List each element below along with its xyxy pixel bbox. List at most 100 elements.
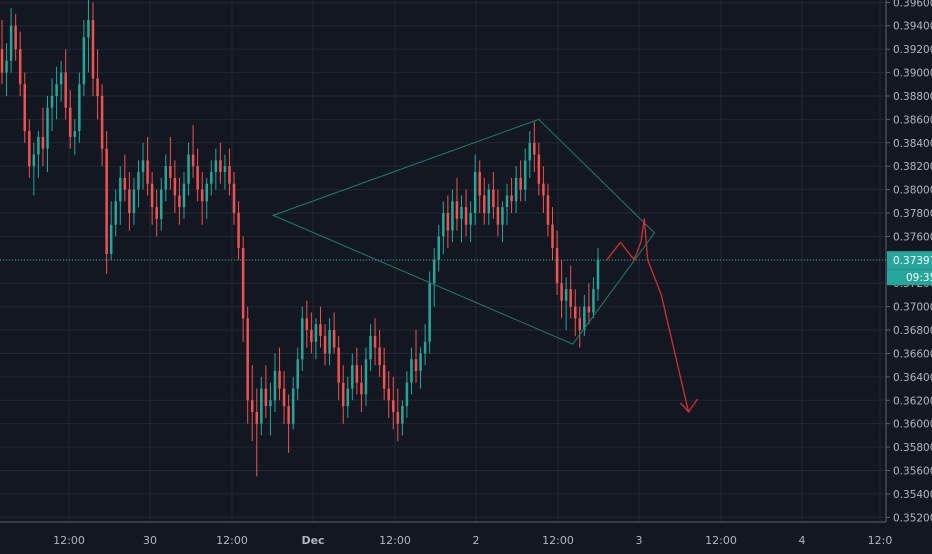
candle-body (505, 195, 509, 208)
candle (82, 19, 86, 96)
candle-body (487, 189, 491, 214)
candle (210, 160, 213, 196)
candle (373, 318, 377, 366)
candle (555, 230, 559, 295)
candle-body (355, 365, 359, 383)
candle-body (55, 84, 58, 96)
candle-body (483, 195, 486, 214)
candle (596, 248, 600, 301)
candle-body (282, 388, 286, 407)
candle (423, 324, 427, 366)
candle-body (323, 335, 327, 354)
candle (405, 371, 409, 418)
candle (100, 84, 104, 167)
candle-body (150, 183, 154, 208)
candle-body (587, 306, 591, 313)
candle (301, 306, 304, 372)
candle-body (291, 388, 295, 424)
candle-body (169, 166, 172, 178)
candle-body (200, 189, 204, 202)
candle (269, 382, 272, 436)
candle-body (501, 207, 504, 225)
x-tick-label: 12:00 (379, 534, 411, 547)
candle-body (255, 411, 259, 424)
candle (37, 131, 40, 178)
candle-body (223, 166, 227, 173)
candle (237, 201, 240, 260)
candle-body (419, 353, 422, 372)
candle (64, 49, 67, 120)
candle (296, 347, 299, 401)
candle-body (564, 289, 568, 301)
x-tick-label: Dec (301, 534, 324, 547)
candle-body (360, 382, 363, 395)
candle-body (191, 154, 195, 167)
candle-body (405, 382, 409, 407)
candle-body (173, 177, 177, 196)
candle-body (137, 172, 140, 190)
candle-body (523, 160, 527, 190)
candle-body (478, 172, 481, 196)
candle (128, 172, 131, 231)
candle-body (82, 37, 86, 85)
candle (182, 172, 186, 219)
candle-body (569, 289, 572, 307)
x-tick-label: 4 (799, 534, 806, 547)
candle (46, 95, 49, 173)
candle-body (337, 347, 340, 383)
candle-body (560, 283, 563, 301)
candle (114, 189, 117, 237)
candle (305, 300, 309, 348)
candle-body (346, 388, 350, 407)
candle (96, 49, 99, 120)
candle-body (496, 207, 500, 225)
candle (310, 312, 313, 354)
candle-body (114, 201, 117, 225)
candle (187, 142, 190, 196)
candle-body (232, 183, 236, 214)
candle (551, 207, 554, 260)
candle-body (278, 371, 281, 389)
candle-body (182, 183, 186, 208)
candle-body (260, 388, 263, 424)
candle-body (178, 195, 181, 208)
candle (428, 271, 431, 354)
candle-body (574, 306, 577, 319)
candle (18, 31, 22, 96)
candle-body (155, 207, 158, 219)
candle-body (578, 318, 582, 331)
candle (109, 201, 113, 260)
candle (319, 306, 322, 348)
candle (28, 119, 31, 178)
candle-body (555, 248, 559, 284)
candle-body (105, 148, 108, 254)
candle-body (296, 359, 299, 389)
candle-body (396, 411, 400, 424)
candle (123, 154, 127, 202)
candle (510, 177, 513, 214)
x-tick-label: 2 (473, 534, 480, 547)
candle (419, 347, 422, 389)
candle-body (28, 131, 31, 167)
candle-body (392, 400, 395, 412)
candle (592, 277, 595, 319)
candle-body (442, 213, 445, 237)
candle-body (141, 160, 145, 173)
candle-body (37, 136, 40, 155)
candle-body (0, 49, 4, 73)
candle-body (59, 72, 63, 85)
candle-body (96, 78, 99, 96)
candle-body (187, 154, 190, 184)
candle-body (423, 341, 427, 354)
candle (9, 8, 13, 73)
candle (14, 14, 17, 61)
candle-body (228, 166, 231, 184)
